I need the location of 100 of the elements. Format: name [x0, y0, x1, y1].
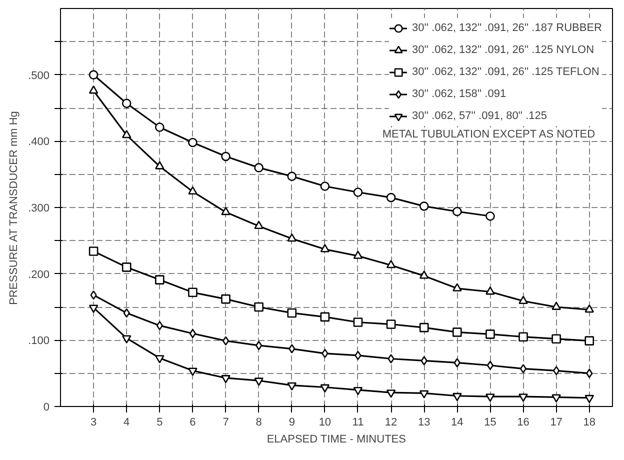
legend-label: 30'' .062, 132'' .091, 26'' .187 RUBBER — [412, 21, 602, 35]
point — [419, 202, 429, 211]
y-tick-label: .100 — [28, 335, 50, 348]
point — [353, 188, 363, 197]
x-tick-label: 8 — [256, 416, 262, 428]
point — [122, 98, 132, 108]
point — [486, 286, 495, 295]
point — [486, 330, 495, 339]
point — [122, 262, 132, 272]
point — [452, 206, 462, 216]
point — [221, 294, 230, 304]
point — [419, 322, 429, 332]
point — [584, 336, 594, 346]
x-tick-label: 4 — [124, 416, 130, 428]
point — [386, 192, 396, 202]
point — [419, 270, 429, 279]
point — [254, 378, 264, 386]
legend-label: 30'' .062, 57'' .091, 80'' .125 — [412, 109, 547, 123]
point — [486, 360, 494, 370]
point — [155, 275, 164, 284]
legend-label: 30'' .062, 132'' .091, 26'' .125 NYLON — [412, 43, 594, 57]
point — [122, 130, 132, 138]
point — [287, 308, 297, 318]
point — [518, 394, 528, 402]
point — [322, 348, 328, 358]
point — [584, 394, 594, 404]
point — [188, 138, 198, 148]
point — [320, 182, 330, 191]
x-tick-label: 11 — [352, 416, 364, 428]
point — [452, 392, 462, 402]
point — [188, 368, 198, 376]
x-tick-label: 5 — [156, 416, 163, 428]
y-tick-label: .200 — [28, 268, 50, 281]
point — [221, 152, 230, 162]
point — [388, 354, 394, 364]
annotation: METAL TUBULATION EXCEPT AS NOTED — [382, 128, 596, 140]
point — [155, 161, 164, 170]
x-tick-label: 14 — [451, 416, 464, 428]
point — [88, 246, 98, 256]
point — [90, 290, 97, 300]
x-tick-label: 6 — [190, 416, 196, 428]
point — [221, 206, 230, 216]
point — [518, 296, 528, 304]
point — [188, 186, 198, 195]
point — [452, 283, 462, 292]
point — [254, 163, 264, 172]
y-tick-label: .500 — [28, 70, 50, 82]
point — [353, 250, 363, 259]
point — [88, 70, 98, 80]
point — [320, 384, 330, 393]
y-tick-label: 0 — [43, 402, 50, 414]
point — [452, 328, 462, 337]
point — [386, 260, 396, 268]
point — [552, 334, 561, 344]
point — [486, 211, 495, 221]
point — [552, 302, 561, 310]
point — [552, 366, 560, 376]
point — [420, 356, 428, 366]
point — [386, 390, 396, 398]
point — [552, 394, 561, 402]
y-axis-title: PRESSURE AT TRANSDUCER mm Hg — [8, 111, 20, 305]
y-tick-label: .300 — [28, 202, 50, 214]
point — [419, 390, 429, 398]
x-tick-label: 17 — [550, 416, 562, 428]
point — [320, 244, 330, 252]
point — [254, 220, 264, 230]
x-tick-label: 16 — [517, 416, 530, 428]
x-tick-label: 10 — [318, 416, 332, 428]
point — [287, 382, 297, 391]
x-axis-title: ELAPSED TIME - MINUTES — [266, 434, 406, 446]
x-tick-label: 18 — [583, 416, 596, 428]
y-tick-label: .400 — [28, 136, 50, 148]
point — [188, 288, 198, 298]
point — [221, 375, 230, 384]
x-tick-label: 9 — [288, 416, 295, 428]
point — [354, 350, 362, 360]
point — [155, 122, 164, 132]
point — [222, 336, 230, 346]
point — [287, 172, 297, 181]
x-tick-label: 12 — [384, 416, 398, 428]
point — [520, 364, 527, 374]
point — [123, 308, 130, 318]
point — [320, 312, 330, 322]
point — [353, 318, 363, 327]
point — [287, 233, 297, 242]
legend-label: 30'' .062, 158'' .091 — [412, 87, 506, 101]
point — [586, 368, 593, 378]
point — [155, 355, 164, 364]
point — [256, 340, 262, 350]
point — [254, 302, 264, 312]
point — [518, 332, 528, 342]
point — [454, 358, 460, 368]
point — [88, 304, 98, 313]
x-tick-label: 13 — [418, 416, 430, 428]
x-tick-label: 7 — [222, 416, 229, 428]
point — [88, 85, 98, 94]
point — [122, 335, 132, 344]
point — [288, 344, 296, 354]
point — [189, 328, 196, 338]
legend-label: 30'' .062, 132'' .091, 26'' .125 TEFLON — [412, 65, 600, 79]
